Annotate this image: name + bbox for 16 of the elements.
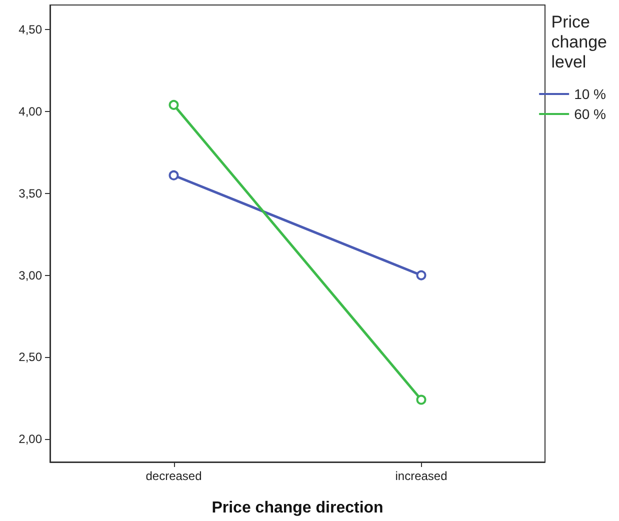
y-tick-label: 2,00 (18, 432, 42, 446)
legend-label: 10 % (574, 86, 606, 102)
point (168, 170, 179, 180)
y-tick-label: 3,00 (18, 268, 42, 282)
x-axis-title: Price change direction (212, 500, 384, 516)
y-tick-label: 4,50 (18, 22, 42, 37)
legend-title: Price change level (551, 12, 608, 72)
point (168, 100, 179, 110)
y-tick-label: 4,00 (18, 104, 42, 118)
y-tick-label: 2,50 (18, 350, 42, 364)
x-tick-label: decreased (146, 469, 202, 483)
point (416, 394, 426, 405)
y-tick-label: 3,50 (18, 186, 42, 200)
legend-label: 60 % (574, 106, 606, 122)
point (416, 270, 426, 280)
x-tick-label: increased (395, 469, 448, 483)
